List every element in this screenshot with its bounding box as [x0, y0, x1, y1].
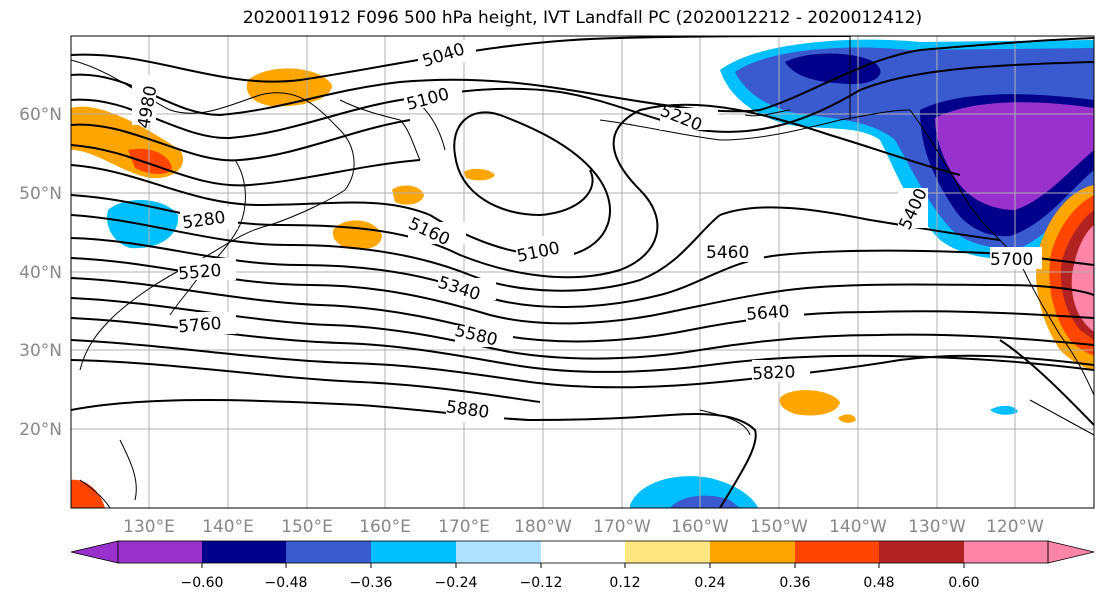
- colorbar-outline: [117, 540, 1049, 564]
- lon-label-160w: 160°W: [671, 517, 729, 537]
- shade-orange-hawaii2: [838, 414, 856, 423]
- contour-label-5460: 5460: [706, 243, 749, 263]
- lat-label-50n: 50°N: [19, 184, 62, 204]
- colorbar-segment: [964, 541, 1048, 563]
- shade-red-sw: [71, 479, 105, 508]
- shade-orange-mid2: [392, 185, 424, 205]
- map-frame: [70, 35, 1095, 509]
- shade-pink-coast: [1071, 225, 1094, 332]
- shade-orange-hawaii: [779, 390, 840, 416]
- lon-label-180w: 180°W: [514, 517, 572, 537]
- contour-labels: 5040 4980 5100 5220 5280 5160 5100 5400 …: [132, 39, 1042, 423]
- shade-cyan-east: [990, 405, 1018, 415]
- cb-tick-9: 0.60: [948, 575, 979, 591]
- coastlines: [71, 36, 1094, 508]
- lon-label-140e: 140°E: [202, 517, 254, 537]
- cb-tick-0: −0.60: [181, 575, 224, 591]
- lon-label-140w: 140°W: [829, 517, 887, 537]
- lon-label-130e: 130°E: [123, 517, 175, 537]
- colorbar-extend-min: [70, 540, 119, 564]
- lat-label-20n: 20°N: [19, 420, 62, 440]
- shade-orange-mid3: [464, 168, 495, 181]
- colorbar-segment: [795, 541, 879, 563]
- cb-tick-6: 0.24: [694, 575, 725, 591]
- colorbar: [70, 540, 1095, 568]
- lon-label-160e: 160°E: [359, 517, 411, 537]
- contour-label-5520: 5520: [177, 261, 222, 285]
- shade-navy-1: [785, 53, 881, 85]
- lon-label-120w: 120°W: [986, 517, 1044, 537]
- contour-label-5760: 5760: [177, 314, 222, 338]
- contour-label-5820: 5820: [752, 362, 796, 384]
- lat-label-60n: 60°N: [19, 105, 62, 125]
- cb-tick-5: 0.12: [609, 575, 640, 591]
- lat-label-40n: 40°N: [19, 263, 62, 283]
- cb-tick-2: −0.36: [350, 575, 393, 591]
- contour-label-5640: 5640: [746, 302, 791, 325]
- lon-label-150w: 150°W: [750, 517, 808, 537]
- colorbar-segment: [286, 541, 371, 563]
- lon-label-170e: 170°E: [438, 517, 490, 537]
- colorbar-segment: [202, 541, 286, 563]
- cb-tick-3: −0.24: [435, 575, 478, 591]
- colorbar-ticks: −0.60 −0.48 −0.36 −0.24 −0.12 0.12 0.24 …: [181, 575, 980, 591]
- cb-tick-1: −0.48: [265, 575, 308, 591]
- colorbar-segment: [710, 541, 795, 563]
- lat-label-30n: 30°N: [19, 341, 62, 361]
- cb-tick-4: −0.12: [520, 575, 563, 591]
- colorbar-segment: [879, 541, 964, 563]
- colorbar-segment: [541, 541, 625, 563]
- contour-label-5700: 5700: [990, 250, 1033, 270]
- colorbar-segment: [456, 541, 541, 563]
- colorbar-segment: [371, 541, 456, 563]
- colorbar-segment: [118, 541, 202, 563]
- lon-label-150e: 150°E: [281, 517, 333, 537]
- lon-labels: 130°E 140°E 150°E 160°E 170°E 180°W 170°…: [123, 517, 1044, 537]
- colorbar-segment: [625, 541, 710, 563]
- cb-tick-7: 0.36: [779, 575, 810, 591]
- lat-labels: 60°N 50°N 40°N 30°N 20°N: [19, 105, 62, 440]
- lon-label-130w: 130°W: [908, 517, 966, 537]
- colorbar-extend-max: [1047, 540, 1095, 564]
- map-title: 2020011912 F096 500 hPa height, IVT Land…: [242, 8, 923, 28]
- lon-label-170w: 170°W: [593, 517, 651, 537]
- cb-tick-8: 0.48: [863, 575, 894, 591]
- ivt-shading: [71, 39, 1094, 508]
